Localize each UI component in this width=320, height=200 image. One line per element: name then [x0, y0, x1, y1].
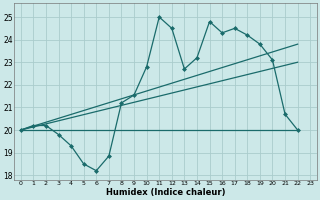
- X-axis label: Humidex (Indice chaleur): Humidex (Indice chaleur): [106, 188, 225, 197]
